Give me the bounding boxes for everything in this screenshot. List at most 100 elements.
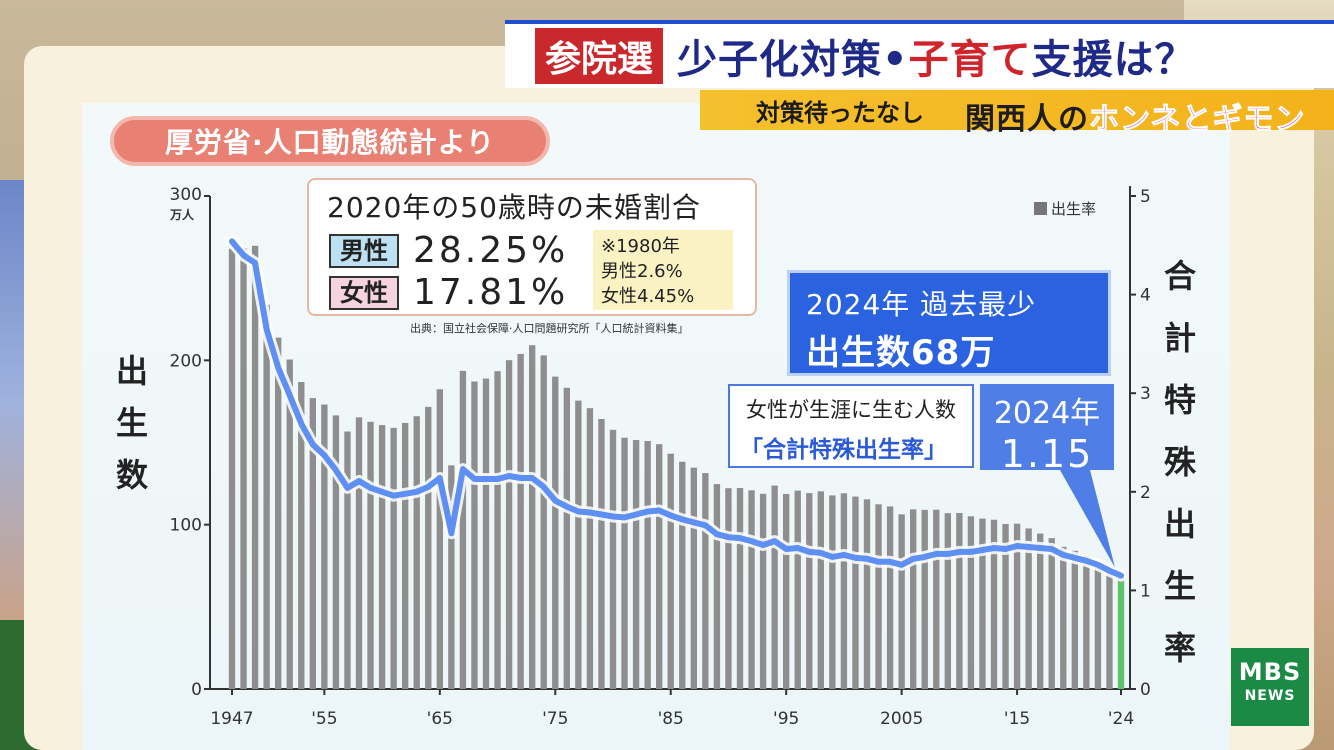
right-tick-label: 3 [1140,384,1151,404]
birth-bar [586,408,594,689]
unmarried-title: 2020年の50歳時の未婚割合 [327,191,701,224]
birth-bar [1025,528,1032,689]
birth-bar [921,509,928,689]
sub-headline-text: 対策待ったなし [756,98,924,127]
x-tick-label: '24 [1108,709,1134,729]
birth-bar [829,495,836,689]
birth-bar [425,406,432,689]
male-row: 男性 28.25% [329,230,568,271]
headline-bar: 参院選 少子化対策•子育て支援は？ [505,20,1334,88]
right-tick-label: 2 [1140,483,1151,503]
left-tick-label: 300 [170,185,202,205]
left-axis-title: 出 生 数 [112,345,152,501]
births-callout-line1: 2024年 過去最少 [806,288,1037,321]
right-tick-label: 5 [1140,187,1151,207]
birth-bar [332,415,340,689]
legend-label: 出生率 [1051,200,1097,218]
left-tick-label: 0 [191,680,202,700]
birth-bar [1013,523,1021,689]
tfr-definition-box: 女性が生涯に生む人数 「合計特殊出生率」 [728,384,974,468]
birth-bar [355,417,363,689]
birth-bar [944,513,951,689]
birth-bar [563,387,570,689]
birth-bar [309,398,316,689]
note-line: 女性4.45% [601,286,695,307]
birth-bar [956,512,963,689]
right-axis-title-char: 特 [1163,381,1196,419]
right-axis-title-char: 殊 [1163,443,1196,481]
male-label: 男性 [329,233,399,268]
birth-bar [748,490,755,689]
birth-bar [609,429,617,689]
note-line: ※1980年 [601,236,680,257]
birth-bar [840,493,848,689]
birth-bar [759,493,767,689]
headline-part3: 子育て [908,37,1032,83]
left-axis-title-char: 数 [115,456,148,494]
x-tick-label: '75 [542,709,568,729]
birth-bar [933,509,940,689]
birth-bar [771,485,778,689]
left-tick-label: 100 [170,516,202,536]
right-axis-title: 合 計 特 殊 出 生 率 [1160,245,1200,679]
birth-bar [644,441,651,689]
birth-bar [529,345,536,689]
birth-bar [240,248,247,689]
births-callout: 2024年 過去最少 出生数68万6061人 [787,270,1111,422]
birth-bar [898,514,905,689]
mbs-logo-line1: MBS [1238,658,1302,686]
female-row: 女性 17.81% [329,272,568,313]
birth-bar [251,245,259,689]
birth-bar [1083,555,1090,689]
birth-bar [1037,533,1044,689]
birth-bar [378,425,386,689]
right-axis-title-char: 計 [1163,319,1196,357]
birth-bar [263,304,270,689]
birth-bar [817,491,824,689]
x-tick-label: '15 [1004,709,1030,729]
birth-bar [436,389,443,689]
birth-bar [598,419,605,689]
tfr-callout-pointer [1060,470,1115,568]
birth-bar [679,461,686,689]
right-axis-title-char: 出 [1163,505,1196,543]
left-axis-title-char: 出 [115,352,148,390]
program-logo-part1: 関西人の [965,102,1089,137]
birth-bar [1060,546,1067,689]
birth-bar [321,404,328,689]
birth-bar [690,467,697,689]
tfr-value-box: 2024年 1.15 [980,384,1114,476]
birth-bar [228,248,236,689]
tfr-year: 2024年 [993,396,1101,431]
tfr-definition-line1: 女性が生涯に生む人数 [746,398,956,422]
right-tick-label: 0 [1140,680,1151,700]
birth-bar [667,453,674,689]
birth-bar [967,516,975,689]
headline-text: 少子化対策•子育て支援は？ [677,27,1196,85]
birth-bar [621,437,628,689]
birth-bar [517,353,524,689]
birth-bar [286,359,293,689]
mbs-logo-line2: NEWS [1244,688,1296,704]
headline-tag: 参院選 [535,28,664,84]
birth-bar [1106,569,1113,689]
tfr-line [229,238,1124,579]
birth-bar [1048,538,1055,689]
x-tick-label: '85 [658,709,684,729]
birth-bar [275,337,282,689]
birth-bar [990,519,998,689]
birth-bar [886,506,894,689]
chart-legend: 出生率 [1034,198,1096,219]
left-tick-label: 200 [170,351,202,371]
tfr-definition-line2: 「合計特殊出生率」 [740,437,947,463]
female-label: 女性 [329,275,399,310]
birth-bar [1071,550,1078,689]
birth-bar [540,355,547,689]
source-tag: 厚労省·人口動態統計より [110,116,550,166]
birth-bar [552,376,559,689]
birth-bar [448,465,455,689]
birth-bar [482,378,490,689]
birth-bar [1094,562,1102,689]
birth-bar [736,488,744,689]
tfr-value: 1.15 [1000,432,1094,476]
